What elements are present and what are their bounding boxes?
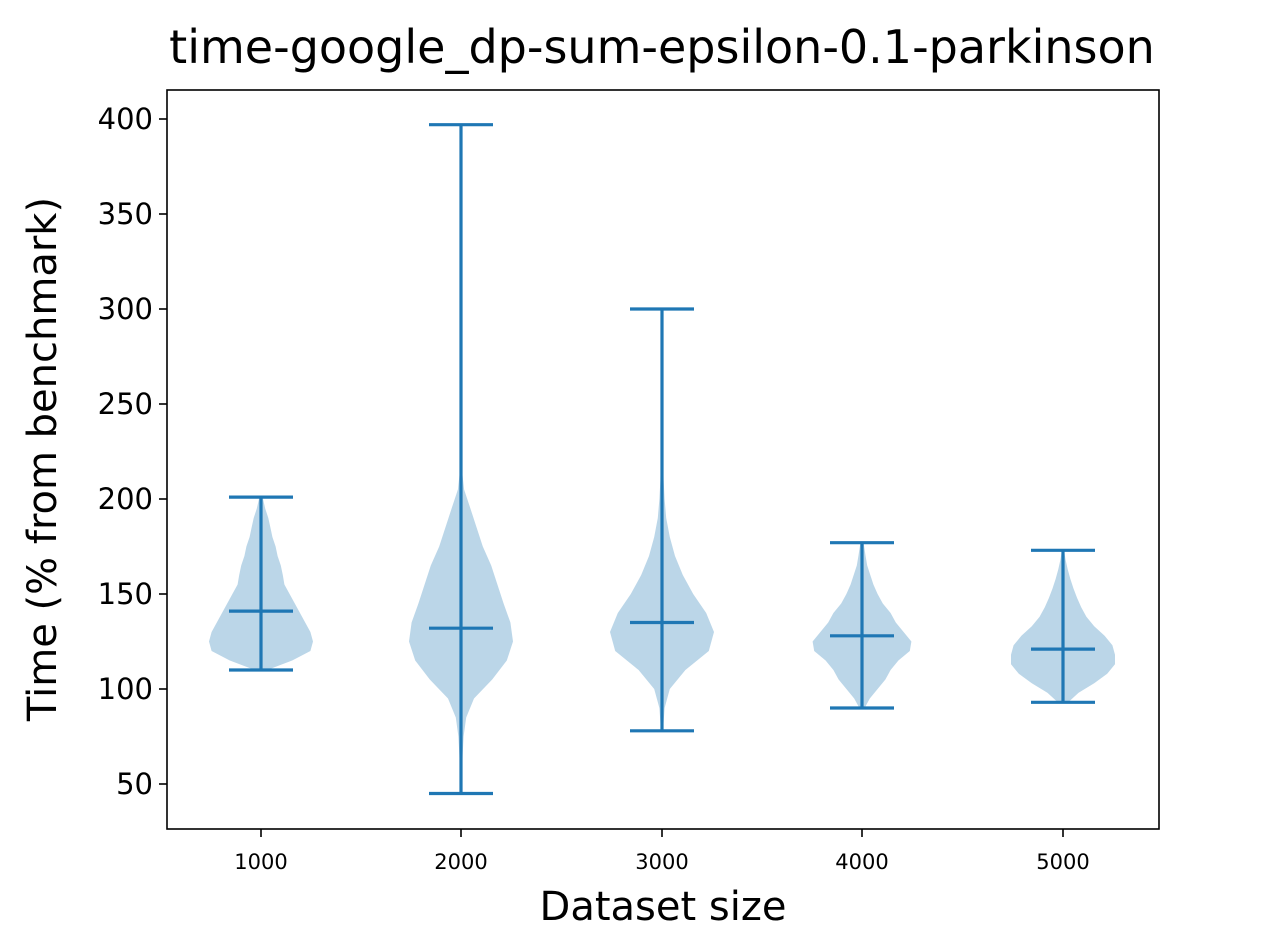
y-tick-label: 300 (98, 292, 153, 326)
x-tick-label: 4000 (835, 850, 888, 874)
x-tick-label: 3000 (635, 850, 688, 874)
y-tick-label: 250 (98, 387, 153, 421)
violins-group (209, 123, 1115, 796)
x-tick-label: 5000 (1036, 850, 1089, 874)
x-axis-label: Dataset size (540, 884, 787, 930)
y-tick-label: 100 (98, 672, 153, 706)
x-tick-label: 1000 (234, 850, 287, 874)
plot-frame (166, 89, 1160, 830)
y-tick-label: 50 (116, 767, 153, 801)
y-axis-label: Time (% from benchmark) (20, 197, 66, 722)
x-tick-label: 2000 (434, 850, 487, 874)
violin-1000 (209, 495, 313, 672)
x-axis: 1000 2000 3000 4000 5000 (234, 829, 1090, 874)
y-tick-label: 400 (98, 102, 153, 136)
chart-title: time-google_dp-sum-epsilon-0.1-parkinson (169, 20, 1155, 74)
y-tick-label: 200 (98, 482, 153, 516)
violin-4000 (812, 541, 912, 710)
violin-3000 (610, 307, 714, 733)
violin-5000 (1011, 548, 1115, 704)
y-tick-label: 350 (98, 197, 153, 231)
y-tick-label: 150 (98, 577, 153, 611)
y-axis: 50 100 150 200 250 300 350 400 (98, 102, 167, 801)
violin-2000 (409, 123, 513, 796)
